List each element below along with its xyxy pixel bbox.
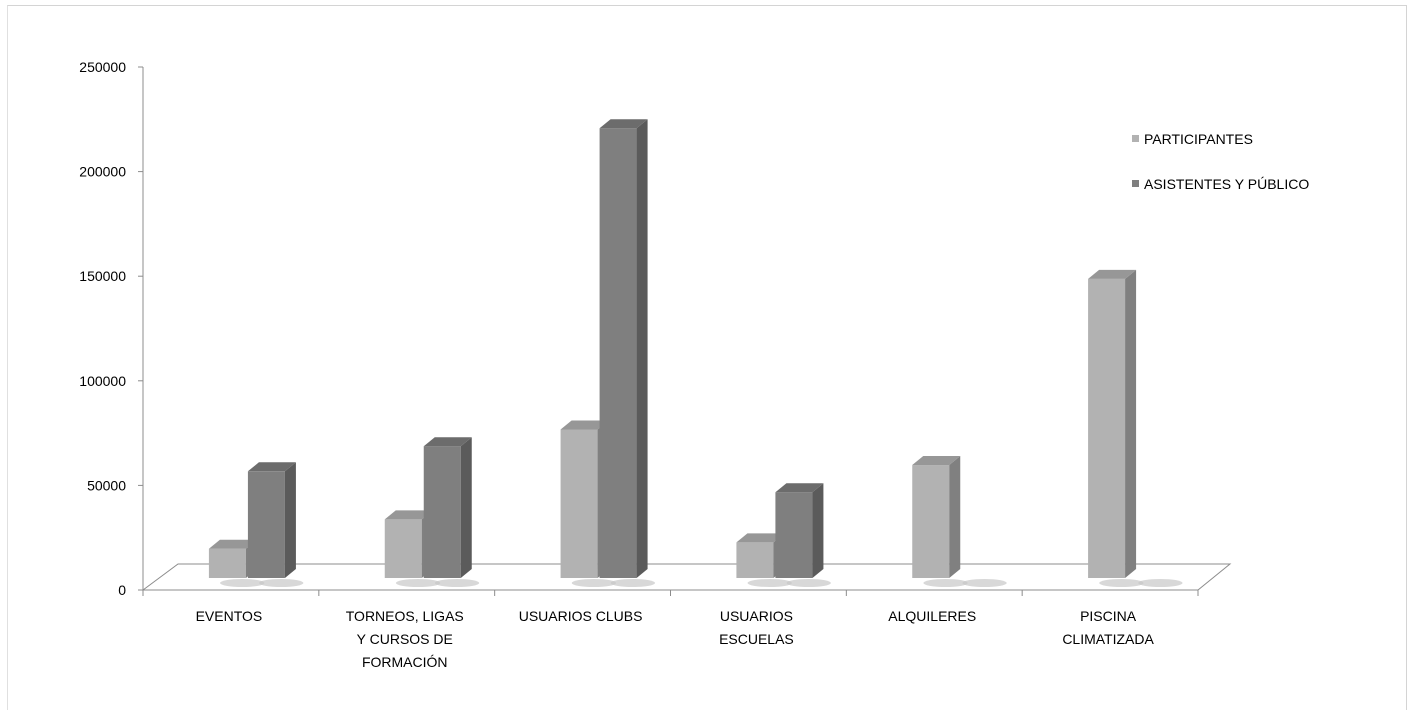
- x-category-label-line: CLIMATIZADA: [1062, 631, 1154, 647]
- y-tick-label: 100000: [79, 373, 126, 389]
- bar-top: [423, 437, 472, 447]
- bar: [775, 483, 831, 587]
- chart-floor: [141, 563, 1232, 591]
- bar-top: [1088, 269, 1137, 279]
- x-category-label: EVENTOS: [196, 608, 263, 624]
- bar-front: [560, 429, 598, 578]
- x-category-label-line: ESCUELAS: [719, 631, 794, 647]
- x-category-label: USUARIOS CLUBS: [519, 608, 643, 624]
- y-tick-label: 0: [118, 582, 126, 598]
- bar: [599, 119, 656, 587]
- bar-top: [208, 539, 257, 549]
- bar-front: [912, 465, 950, 578]
- x-category-label-line: USUARIOS: [720, 608, 793, 624]
- bar-side: [284, 462, 296, 578]
- bar-front: [1088, 278, 1126, 578]
- bar-top: [247, 462, 296, 472]
- bar: [912, 456, 968, 587]
- bar-front: [736, 542, 774, 578]
- bar-side: [1125, 269, 1137, 578]
- bar: [247, 462, 304, 587]
- bar-front: [599, 128, 637, 578]
- x-category-label-line: ALQUILERES: [888, 608, 976, 624]
- bar-shadow: [747, 579, 792, 587]
- y-tick-label: 250000: [79, 59, 126, 75]
- x-category-label: TORNEOS, LIGAS Y CURSOS DE FORMACIÓN: [346, 608, 464, 670]
- legend-swatch: [1132, 180, 1139, 187]
- bar-front: [423, 446, 461, 578]
- bar-top: [736, 533, 785, 543]
- bar-shadow: [395, 579, 441, 587]
- x-category-label: PISCINA CLIMATIZADA: [1062, 608, 1154, 647]
- x-category-label-line: EVENTOS: [196, 608, 263, 624]
- bar-shadow: [962, 579, 1007, 587]
- x-category-label-line: TORNEOS, LIGAS: [346, 608, 464, 624]
- x-category-label: USUARIOS ESCUELAS: [719, 608, 794, 647]
- bar-side: [636, 119, 648, 578]
- bar-side: [812, 483, 824, 578]
- bar-side: [460, 437, 472, 578]
- bar: [423, 437, 480, 587]
- legend-swatch: [1132, 135, 1139, 142]
- x-category-label-line: PISCINA: [1080, 608, 1137, 624]
- legend-label: PARTICIPANTES: [1144, 131, 1253, 147]
- bar-front: [775, 492, 813, 578]
- bar-side: [949, 456, 961, 578]
- bar-top: [560, 420, 609, 430]
- x-category-label-line: FORMACIÓN: [362, 654, 448, 670]
- legend-label: ASISTENTES Y PÚBLICO: [1144, 176, 1309, 192]
- bar-front: [208, 548, 246, 578]
- bar-top: [384, 510, 433, 520]
- bar-shadow: [1099, 579, 1144, 587]
- y-tick-label: 150000: [79, 268, 126, 284]
- bar: [962, 579, 1007, 587]
- bar: [1088, 269, 1144, 587]
- x-category-label: ALQUILERES: [888, 608, 976, 624]
- bar-front: [384, 519, 422, 578]
- bar-shadow: [259, 579, 304, 587]
- bar-shadow: [786, 579, 831, 587]
- y-tick-label: 50000: [87, 477, 126, 493]
- bar-top: [912, 456, 961, 466]
- bar: [1138, 579, 1183, 587]
- bar-front: [247, 471, 285, 578]
- bar-shadow: [923, 579, 968, 587]
- bar-shadow: [610, 579, 656, 587]
- x-category-label-line: USUARIOS CLUBS: [519, 608, 643, 624]
- y-tick-label: 200000: [79, 164, 126, 180]
- bar-top: [775, 483, 824, 493]
- bar-shadow: [571, 579, 617, 587]
- bar-shadow: [220, 579, 265, 587]
- chart-frame: [7, 5, 1407, 710]
- x-category-label-line: Y CURSOS DE: [357, 631, 453, 647]
- bar-shadow: [1138, 579, 1183, 587]
- bar-shadow: [434, 579, 480, 587]
- bar-top: [599, 119, 648, 129]
